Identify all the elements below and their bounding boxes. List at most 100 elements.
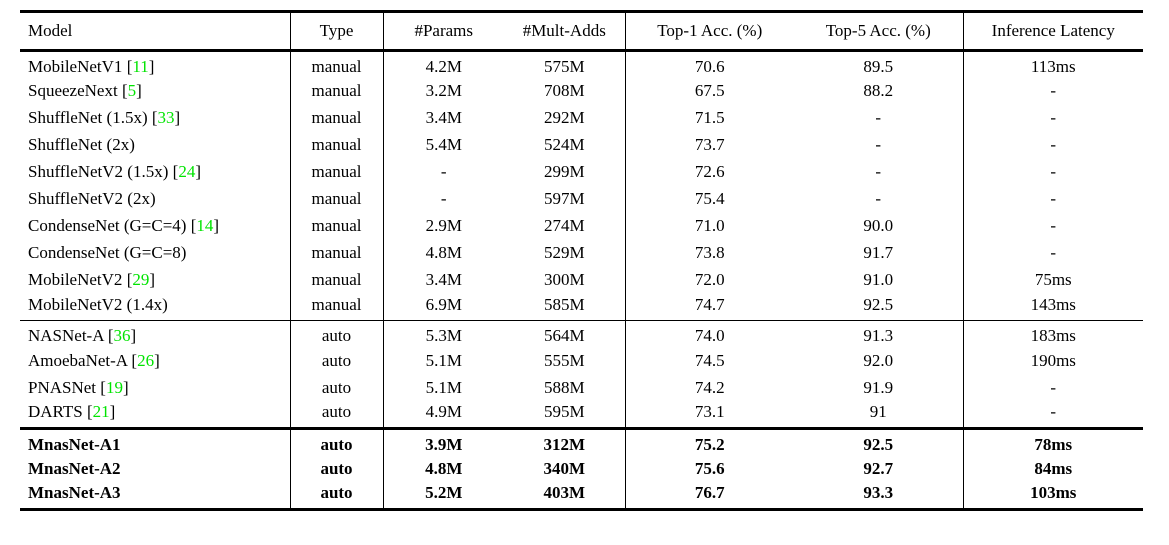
- model-name: SqueezeNext: [28, 81, 118, 100]
- cell-mult-adds: 588M: [504, 374, 626, 402]
- cell-mult-adds: 555M: [504, 347, 626, 375]
- cell-top1: 73.8: [694, 243, 725, 262]
- cell-params: 3.4M: [425, 108, 462, 127]
- cell-mult-adds: 300M: [504, 266, 626, 294]
- cell-model: MobileNetV2 (1.4x): [20, 293, 291, 321]
- cell-latency: -: [1050, 108, 1057, 127]
- model-name: MnasNet-A3: [28, 483, 121, 503]
- cell-type: manual: [290, 131, 384, 159]
- cell-top5: 92.5: [794, 293, 964, 321]
- cell-top5: 91.7: [794, 239, 964, 267]
- cell-type: auto: [290, 401, 384, 429]
- citation-link[interactable]: 5: [127, 81, 137, 100]
- cell-model: MnasNet-A1: [20, 428, 291, 456]
- model-name: ShuffleNet (2x): [28, 135, 135, 154]
- model-name: ShuffleNetV2 (2x): [28, 189, 156, 208]
- table-row: CondenseNet (G=C=4) [14] manual 2.9M 274M 71…: [20, 212, 1143, 240]
- cell-latency: -: [1050, 135, 1057, 154]
- citation-link[interactable]: 11: [132, 56, 149, 76]
- cell-top5: -: [794, 104, 964, 132]
- cell-type: manual: [290, 266, 384, 294]
- cell-top5: 91.0: [794, 266, 964, 294]
- cell-top1: 75.2: [694, 434, 725, 454]
- table-row: AmoebaNet-A [26] auto 5.1M 555M 74.5 92.0 190m…: [20, 347, 1143, 375]
- model-name: MobileNetV2: [28, 270, 123, 289]
- cell-type: manual: [290, 185, 384, 213]
- cell-top5: 91: [794, 401, 964, 429]
- column-header-type: Type: [290, 11, 384, 52]
- cell-model: ShuffleNet (2x): [20, 131, 291, 159]
- cell-top1: 76.7: [694, 483, 725, 503]
- citation-link[interactable]: 36: [113, 326, 131, 346]
- cell-mult-adds: 524M: [504, 131, 626, 159]
- cell-top1: 74.0: [694, 326, 725, 346]
- cell-mult-adds: 575M: [504, 50, 626, 78]
- cell-mult-adds: 403M: [504, 482, 626, 510]
- group-auto-models: NASNet-A [36] auto 5.3M 564M 74.0 91.3 183ms Am…: [20, 320, 1143, 429]
- model-name: MnasNet-A1: [28, 434, 121, 454]
- citation-link[interactable]: 26: [137, 351, 155, 370]
- model-name: MobileNetV2 (1.4x): [28, 294, 168, 314]
- cell-top5: 89.5: [794, 50, 964, 78]
- cell-latency: 113ms: [1030, 56, 1076, 76]
- citation-link[interactable]: 24: [178, 162, 196, 181]
- model-name: NASNet-A: [28, 326, 104, 346]
- cell-mult-adds: 292M: [504, 104, 626, 132]
- model-name: MnasNet-A2: [28, 459, 121, 478]
- cell-type: manual: [290, 158, 384, 186]
- table-row: MnasNet-A1 auto 3.9M 312M 75.2 92.5 78ms: [20, 428, 1143, 456]
- model-name: MobileNetV1: [28, 56, 123, 76]
- cell-model: ShuffleNetV2 (1.5x) [24]: [20, 158, 291, 186]
- cell-params: -: [440, 162, 447, 181]
- cell-top1: 72.0: [694, 270, 725, 289]
- cell-top5: -: [794, 185, 964, 213]
- cell-latency: 84ms: [1034, 459, 1073, 478]
- model-comparison-table: Model Type #Params #Mult-Adds Top-1 Acc. (%)…: [20, 10, 1143, 511]
- cell-top1: 74.7: [694, 294, 725, 314]
- cell-latency: 143ms: [1030, 294, 1076, 314]
- cell-top1: 67.5: [694, 81, 725, 100]
- cell-params: 3.4M: [425, 270, 462, 289]
- cell-params: 4.8M: [425, 459, 463, 478]
- cell-params: 2.9M: [425, 216, 462, 235]
- citation-link[interactable]: 14: [196, 216, 214, 235]
- cell-model: MnasNet-A2: [20, 455, 291, 483]
- model-name: PNASNet: [28, 378, 97, 397]
- cell-params: 4.2M: [425, 56, 462, 76]
- cell-model: DARTS [21]: [20, 401, 291, 429]
- cell-params: 3.2M: [425, 81, 462, 100]
- cell-model: NASNet-A [36]: [20, 320, 291, 348]
- column-header-model: Model: [20, 11, 291, 52]
- model-name: ShuffleNet (1.5x): [28, 108, 148, 127]
- cell-type: auto: [290, 482, 384, 510]
- table-header-row: Model Type #Params #Mult-Adds Top-1 Acc. (%)…: [20, 11, 1143, 52]
- cell-model: ShuffleNet (1.5x) [33]: [20, 104, 291, 132]
- cell-type: manual: [290, 239, 384, 267]
- table-row: ShuffleNet (2x) manual 5.4M 524M 73.7 - -: [20, 131, 1143, 159]
- cell-params: 5.3M: [425, 326, 462, 346]
- cell-top1: 74.2: [694, 378, 725, 397]
- cell-mult-adds: 585M: [504, 293, 626, 321]
- cell-top5: 93.3: [794, 482, 964, 510]
- cell-model: ShuffleNetV2 (2x): [20, 185, 291, 213]
- cell-params: 5.2M: [425, 483, 463, 503]
- cell-latency: 78ms: [1034, 434, 1073, 454]
- model-name: ShuffleNetV2 (1.5x): [28, 162, 169, 181]
- citation-link[interactable]: 19: [105, 378, 123, 397]
- column-header-params: #Params: [383, 11, 504, 52]
- citation-link[interactable]: 33: [157, 108, 175, 127]
- cell-top1: 71.0: [694, 216, 725, 235]
- table-row: MobileNetV1 [11] manual 4.2M 575M 70.6 89.5 11…: [20, 50, 1143, 78]
- cell-params: 5.1M: [425, 351, 462, 370]
- cell-latency: 183ms: [1030, 326, 1076, 346]
- citation-link[interactable]: 29: [132, 270, 150, 289]
- cell-mult-adds: 312M: [504, 428, 626, 456]
- citation-link[interactable]: 21: [92, 402, 110, 422]
- cell-top5: 88.2: [794, 77, 964, 105]
- cell-type: manual: [290, 77, 384, 105]
- cell-params: 3.9M: [425, 434, 463, 454]
- cell-model: AmoebaNet-A [26]: [20, 347, 291, 375]
- cell-type: manual: [290, 293, 384, 321]
- cell-latency: -: [1050, 402, 1057, 422]
- table-row: PNASNet [19] auto 5.1M 588M 74.2 91.9 -: [20, 374, 1143, 402]
